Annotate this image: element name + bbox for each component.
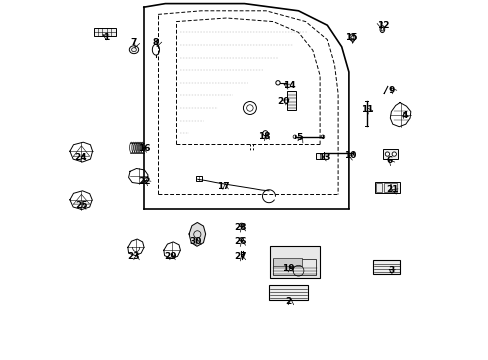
Bar (268, 285, 307, 300)
Bar (374, 182, 399, 193)
Bar (94, 28, 115, 36)
Text: 2: 2 (285, 297, 291, 306)
Bar (316, 153, 324, 159)
Circle shape (391, 152, 396, 156)
Text: 7: 7 (130, 38, 137, 47)
Text: 15: 15 (344, 33, 357, 42)
Text: 16: 16 (138, 144, 151, 153)
Text: 19: 19 (282, 264, 294, 274)
Bar (375, 183, 381, 192)
Bar (383, 149, 397, 159)
Text: 30: 30 (189, 238, 202, 247)
Text: 29: 29 (163, 252, 176, 261)
Ellipse shape (349, 34, 355, 41)
Text: 26: 26 (233, 238, 246, 247)
Circle shape (292, 135, 296, 139)
Text: 9: 9 (387, 86, 394, 95)
Bar (383, 183, 389, 192)
Text: 1: 1 (102, 33, 109, 42)
Text: 27: 27 (233, 252, 246, 261)
Text: 14: 14 (282, 81, 295, 90)
Text: 18: 18 (257, 132, 270, 141)
Bar (269, 246, 320, 278)
Circle shape (321, 135, 324, 139)
Text: 13: 13 (318, 153, 330, 162)
Text: 4: 4 (400, 112, 407, 120)
Bar (373, 260, 400, 274)
Text: 6: 6 (386, 156, 392, 166)
Text: 21: 21 (386, 185, 398, 194)
Text: 10: 10 (343, 151, 355, 160)
Bar (272, 259, 316, 275)
Ellipse shape (239, 238, 243, 241)
Text: 22: 22 (138, 177, 151, 186)
Text: 5: 5 (296, 133, 302, 142)
Text: 24: 24 (75, 153, 87, 162)
Text: 17: 17 (217, 182, 229, 191)
Circle shape (263, 131, 267, 136)
Text: 11: 11 (360, 105, 372, 114)
Bar (286, 91, 296, 110)
Circle shape (275, 81, 280, 85)
Text: 3: 3 (387, 266, 394, 275)
Bar (196, 176, 202, 181)
Circle shape (385, 152, 389, 156)
Ellipse shape (129, 46, 139, 54)
Bar (273, 258, 302, 266)
Text: 25: 25 (75, 202, 87, 210)
Ellipse shape (379, 26, 384, 33)
Text: 12: 12 (376, 21, 389, 30)
Text: 8: 8 (153, 38, 159, 47)
Bar (390, 183, 396, 192)
Text: 28: 28 (233, 223, 246, 232)
Text: 23: 23 (127, 252, 140, 261)
Text: 20: 20 (276, 97, 288, 106)
Polygon shape (189, 222, 205, 246)
Ellipse shape (239, 223, 243, 227)
